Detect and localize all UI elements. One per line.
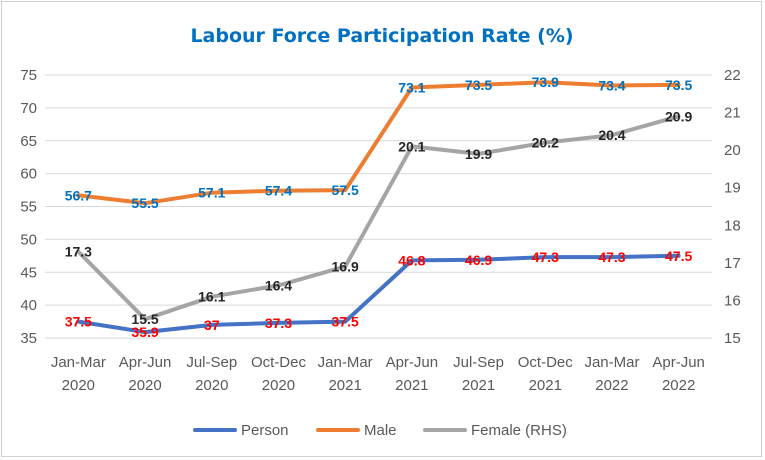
y-right-tick-label: 18 (724, 217, 741, 234)
y-left-tick-label: 50 (20, 231, 37, 248)
y-left-tick-label: 40 (20, 297, 37, 314)
data-label: 57.1 (198, 185, 225, 201)
x-tick-label: Apr-Jun 2021 (386, 354, 439, 394)
x-tick-label: Jan-Mar 2021 (318, 354, 373, 394)
data-label: 20.1 (398, 138, 425, 154)
data-label: 20.9 (665, 108, 692, 124)
x-tick-label: Oct-Dec 2020 (251, 354, 307, 394)
y-left-tick-label: 70 (20, 100, 37, 117)
y-right-tick-label: 15 (724, 330, 741, 347)
y-right-tick-label: 22 (724, 67, 741, 84)
data-label: 37 (204, 317, 220, 333)
data-label: 16.4 (265, 277, 292, 293)
data-label: 37.5 (332, 314, 359, 330)
y-left-tick-label: 75 (20, 67, 37, 84)
series-line-male (76, 80, 681, 206)
data-label: 35.9 (131, 324, 158, 340)
data-label: 73.4 (598, 78, 625, 94)
data-label: 73.1 (398, 79, 425, 95)
series-line-person (76, 253, 681, 335)
data-label: 46.9 (465, 252, 492, 268)
data-label: 20.2 (532, 135, 559, 151)
y-right-tick-label: 16 (724, 292, 741, 309)
data-label: 55.5 (131, 195, 158, 211)
data-label: 47.3 (598, 249, 625, 265)
y-right-tick-label: 21 (724, 105, 741, 122)
data-label: 16.1 (198, 289, 225, 305)
data-label: 46.8 (398, 252, 425, 268)
y-axis-right: 15 16 17 18 19 20 21 22 (724, 67, 741, 347)
y-right-tick-label: 19 (724, 180, 741, 197)
data-labels: 37.5 35.9 37 37.3 37.5 46.8 46.9 47.3 47.3 47.5 56… (65, 74, 693, 340)
x-tick-label: Jan-Mar 2020 (51, 354, 106, 394)
y-left-tick-label: 65 (20, 133, 37, 150)
series-lines (76, 80, 681, 335)
data-label: 47.5 (665, 248, 692, 264)
y-axis-left: 35 40 45 50 55 60 65 70 75 (20, 67, 37, 347)
chart-title: Labour Force Participation Rate (%) (190, 25, 573, 47)
data-label: 16.9 (332, 259, 359, 275)
legend-label: Male (364, 422, 397, 439)
data-label: 37.3 (265, 315, 292, 331)
data-label: 15.5 (131, 311, 158, 327)
y-left-tick-label: 55 (20, 199, 37, 216)
x-tick-label: Jan-Mar 2022 (584, 354, 639, 394)
data-label: 20.4 (598, 127, 625, 143)
y-left-tick-label: 45 (20, 264, 37, 281)
y-left-tick-label: 60 (20, 166, 37, 183)
data-label: 17.3 (65, 244, 92, 260)
data-label: 57.4 (265, 183, 292, 199)
data-label: 37.5 (65, 314, 92, 330)
gridlines (45, 74, 712, 339)
y-right-tick-label: 17 (724, 255, 741, 272)
series-line-female-rhs (76, 114, 681, 322)
y-right-tick-label: 20 (724, 142, 741, 159)
legend-label: Person (241, 422, 289, 439)
x-tick-label: Apr-Jun 2020 (119, 354, 172, 394)
legend: Person Male Female (RHS) (193, 422, 567, 439)
x-tick-label: Jul-Sep 2020 (186, 354, 237, 394)
data-label: 73.9 (532, 74, 559, 90)
data-label: 19.9 (465, 146, 492, 162)
x-tick-label: Oct-Dec 2021 (518, 354, 574, 394)
legend-label: Female (RHS) (471, 422, 567, 439)
x-tick-label: Apr-Jun 2022 (652, 354, 705, 394)
y-left-tick-label: 35 (20, 330, 37, 347)
data-label: 47.3 (532, 249, 559, 265)
data-label: 73.5 (465, 77, 492, 93)
data-label: 57.5 (332, 182, 359, 198)
x-tick-label: Jul-Sep 2021 (453, 354, 504, 394)
x-axis: Jan-Mar 2020 Apr-Jun 2020 Jul-Sep 2020 Oct-Dec… (51, 354, 705, 394)
data-label: 73.5 (665, 77, 692, 93)
data-label: 56.7 (65, 187, 92, 203)
